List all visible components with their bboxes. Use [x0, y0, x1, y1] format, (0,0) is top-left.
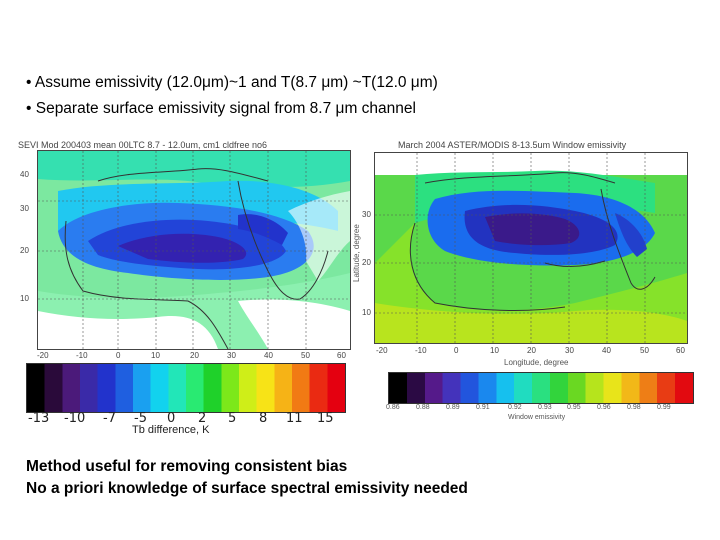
- bullet-separate-signal: • Separate surface emissivity signal fro…: [26, 100, 416, 117]
- left-colorbar-tick: -10: [64, 411, 86, 426]
- bullet-list: • Assume emissivity (12.0μm)~1 and T(8.7…: [26, 70, 438, 122]
- right-colorbar-tick: 0.93: [538, 404, 552, 411]
- left-x-tick: -20: [37, 351, 49, 360]
- left-colorbar-tick: -5: [134, 411, 147, 426]
- left-x-tick: 30: [227, 351, 236, 360]
- right-colorbar-tick: 0.91: [476, 404, 490, 411]
- left-colorbar-label: Tb difference, K: [132, 424, 210, 436]
- right-y-tick: 10: [362, 308, 371, 317]
- right-y-axis-label: Latitude, degree: [352, 224, 361, 282]
- note-consistent-bias: Method useful for removing consistent bi…: [26, 458, 348, 475]
- right-x-axis-label: Longitude, degree: [504, 358, 569, 367]
- left-map-graphic: [38, 151, 350, 349]
- right-x-tick: 10: [490, 346, 499, 355]
- right-colorbar-tick: 0.96: [597, 404, 611, 411]
- right-colorbar-label: Window emissivity: [508, 414, 566, 421]
- right-colorbar-tick: 0.86: [386, 404, 400, 411]
- right-x-tick: -10: [415, 346, 427, 355]
- left-x-tick: 50: [301, 351, 310, 360]
- left-colorbar-tick: -7: [103, 411, 116, 426]
- left-x-tick: 20: [190, 351, 199, 360]
- right-colorbar-tick: 0.99: [657, 404, 671, 411]
- left-difference-map: [37, 150, 351, 350]
- right-y-tick: 20: [362, 258, 371, 267]
- right-map-title: March 2004 ASTER/MODIS 8-13.5um Window e…: [398, 140, 627, 150]
- left-colorbar-tick: 0: [167, 411, 176, 426]
- note-no-apriori: No a priori knowledge of surface spectra…: [26, 480, 468, 497]
- left-map-title: SEVI Mod 200403 mean 00LTC 8.7 - 12.0um,…: [18, 140, 267, 150]
- right-map-graphic: [375, 153, 687, 343]
- left-colorbar-tick: -13: [28, 411, 50, 426]
- right-colorbar-tick: 0.89: [446, 404, 460, 411]
- right-x-tick: 20: [527, 346, 536, 355]
- notes: Method useful for removing consistent bi…: [26, 456, 468, 500]
- right-x-tick: -20: [376, 346, 388, 355]
- right-x-tick: 30: [565, 346, 574, 355]
- left-y-tick: 10: [20, 294, 29, 303]
- right-colorbar-tick: 0.95: [567, 404, 581, 411]
- left-x-tick: -10: [76, 351, 88, 360]
- right-x-tick: 50: [640, 346, 649, 355]
- right-emissivity-map: [374, 152, 688, 344]
- right-colorbar: [388, 372, 694, 404]
- left-x-tick: 0: [116, 351, 121, 360]
- left-colorbar: [26, 363, 346, 413]
- right-x-tick: 60: [676, 346, 685, 355]
- left-colorbar-tick: 5: [228, 411, 237, 426]
- left-x-tick: 40: [264, 351, 273, 360]
- bullet-assume-emissivity: • Assume emissivity (12.0μm)~1 and T(8.7…: [26, 74, 438, 91]
- right-x-tick: 0: [454, 346, 459, 355]
- left-y-tick: 30: [20, 204, 29, 213]
- right-colorbar-tick: 0.98: [627, 404, 641, 411]
- right-x-tick: 40: [602, 346, 611, 355]
- left-colorbar-tick: 8: [259, 411, 268, 426]
- left-y-tick: 20: [20, 246, 29, 255]
- left-x-tick: 10: [151, 351, 160, 360]
- right-y-tick: 30: [362, 210, 371, 219]
- left-colorbar-tick: 11: [286, 411, 303, 426]
- left-y-tick: 40: [20, 170, 29, 179]
- right-colorbar-tick: 0.92: [508, 404, 522, 411]
- left-colorbar-tick: 2: [198, 411, 207, 426]
- left-colorbar-tick: 15: [317, 411, 334, 426]
- right-colorbar-tick: 0.88: [416, 404, 430, 411]
- left-x-tick: 60: [337, 351, 346, 360]
